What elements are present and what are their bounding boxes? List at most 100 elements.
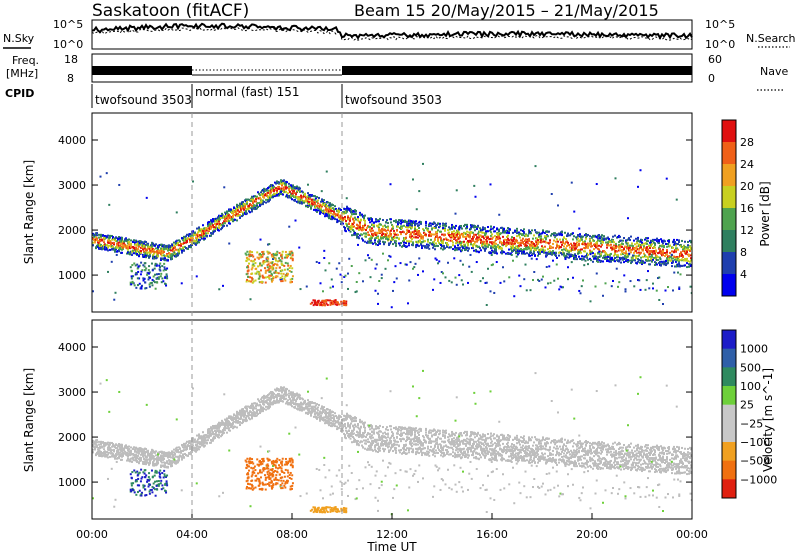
power-cell [642, 248, 644, 251]
power-cell [145, 256, 147, 259]
power-cell [115, 253, 118, 256]
power-cell [556, 243, 558, 246]
power-cell [410, 232, 412, 235]
power-cell [558, 288, 561, 291]
power-cell [680, 244, 682, 247]
power-cell [529, 230, 531, 233]
power-cell [221, 227, 223, 230]
power-cell [242, 205, 244, 208]
power-cell [278, 257, 281, 260]
power-cell [332, 285, 334, 288]
power-cell [95, 236, 97, 239]
power-cell [168, 244, 170, 247]
power-cell [377, 235, 379, 238]
power-cell [311, 204, 313, 207]
power-cell [359, 223, 361, 226]
power-cell [378, 229, 380, 232]
power-cell [250, 207, 252, 210]
velocity-cell [129, 460, 131, 463]
power-cell [360, 219, 362, 222]
power-cell [682, 256, 684, 259]
colorbar-swatch [722, 230, 736, 253]
power-cell [147, 269, 150, 272]
power-cell [130, 277, 133, 280]
power-cell [181, 251, 183, 254]
power-cell [452, 241, 454, 244]
power-cell [589, 300, 592, 303]
power-cell [161, 243, 163, 246]
power-cell [574, 248, 576, 251]
power-cell [323, 302, 326, 305]
power-cell [590, 242, 592, 245]
power-cell [584, 259, 587, 262]
power-cell [520, 242, 522, 245]
power-cell [663, 244, 665, 247]
power-cell [110, 242, 112, 245]
power-cell [244, 203, 246, 206]
power-cell [146, 273, 149, 276]
power-cell [291, 257, 294, 260]
power-cell [103, 241, 105, 244]
power-cell [99, 238, 101, 241]
power-cell [245, 273, 248, 276]
power-cell [260, 203, 262, 206]
power-cell [559, 285, 562, 288]
power-cell [457, 230, 459, 233]
power-cell [385, 233, 387, 236]
power-cell [569, 246, 571, 249]
power-cell [225, 220, 227, 223]
velocity-cell [100, 450, 102, 453]
power-cell [469, 253, 472, 256]
power-cell [335, 267, 338, 270]
power-cell [522, 229, 524, 232]
power-cell [352, 229, 354, 232]
power-cell [201, 237, 203, 240]
power-cell [351, 234, 353, 237]
power-cell [387, 259, 389, 262]
velocity-cell [96, 441, 98, 444]
power-cell [470, 241, 472, 244]
power-cell [530, 251, 532, 254]
power-cell [647, 248, 649, 251]
power-cell [170, 249, 172, 252]
power-cell [602, 256, 604, 259]
power-cell [291, 277, 294, 280]
power-cell [180, 248, 182, 251]
power-cell [618, 281, 621, 284]
power-cell [349, 217, 351, 220]
power-cell [282, 190, 284, 193]
power-cell [511, 236, 513, 239]
power-cell [209, 225, 211, 228]
power-cell [379, 231, 381, 234]
power-cell [246, 201, 248, 204]
power-cell [484, 228, 486, 231]
power-cell [432, 246, 434, 249]
power-cell [397, 223, 399, 226]
power-cell [585, 243, 587, 246]
power-cell [526, 245, 528, 248]
power-cell [563, 254, 566, 257]
power-cell [531, 229, 533, 232]
power-cell [538, 280, 541, 283]
power-cell [652, 282, 654, 285]
power-cell [552, 250, 554, 253]
colorbar-swatch [722, 208, 736, 231]
velocity-cell [119, 446, 121, 449]
power-cell [435, 242, 437, 245]
power-cell [608, 238, 610, 241]
power-cell [380, 273, 383, 276]
power-cell [364, 222, 366, 225]
power-cell [447, 261, 449, 264]
power-cell [454, 246, 456, 249]
power-cell [285, 184, 287, 187]
power-cell [259, 252, 262, 255]
power-cell [540, 239, 542, 242]
power-cell [253, 264, 256, 267]
power-cell [601, 243, 603, 246]
power-cell [678, 239, 680, 242]
power-cell [271, 279, 274, 282]
power-cell [597, 257, 599, 260]
power-cell [199, 234, 201, 237]
power-cell [602, 260, 604, 263]
power-cell [142, 264, 145, 267]
